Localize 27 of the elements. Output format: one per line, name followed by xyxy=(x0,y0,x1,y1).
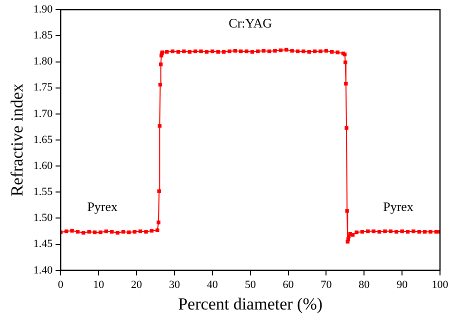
y-tick-label: 1.70 xyxy=(33,108,54,120)
annotation: Cr:YAG xyxy=(228,15,272,30)
y-tick-label: 1.40 xyxy=(33,264,54,276)
y-tick-label: 1.60 xyxy=(33,160,54,172)
x-axis-title: Percent diameter (%) xyxy=(178,294,323,314)
y-axis-title: Refractive index xyxy=(8,83,27,196)
x-tick-label: 60 xyxy=(282,278,294,291)
y-tick-label: 1.85 xyxy=(33,30,54,42)
y-tick-label: 1.65 xyxy=(33,134,54,146)
y-tick-label: 1.45 xyxy=(33,238,54,250)
x-tick-label: 20 xyxy=(131,278,143,291)
x-tick-label: 50 xyxy=(244,278,256,291)
annotation: Pyrex xyxy=(87,199,118,214)
y-tick-label: 1.50 xyxy=(33,212,54,224)
x-tick-label: 80 xyxy=(358,278,370,291)
annotation: Pyrex xyxy=(383,199,414,214)
y-tick-label: 1.90 xyxy=(33,3,54,16)
x-tick-label: 100 xyxy=(432,278,449,291)
x-tick-label: 0 xyxy=(58,278,64,291)
x-tick-label: 30 xyxy=(168,278,180,291)
y-tick-label: 1.80 xyxy=(33,56,54,68)
y-tick-label: 1.55 xyxy=(33,186,54,198)
x-tick-label: 40 xyxy=(206,278,218,291)
x-tick-label: 10 xyxy=(93,278,105,291)
y-tick-label: 1.75 xyxy=(33,82,54,94)
x-tick-label: 90 xyxy=(396,278,408,291)
x-tick-label: 70 xyxy=(320,278,332,291)
